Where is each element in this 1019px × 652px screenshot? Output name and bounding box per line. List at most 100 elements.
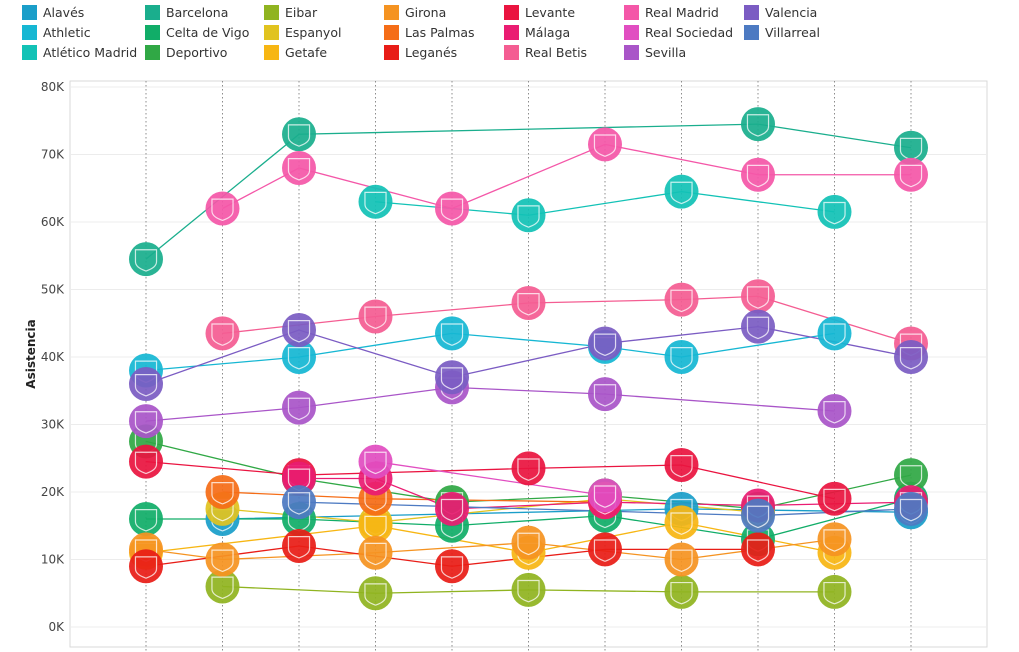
legend-item-sevilla[interactable]: Sevilla: [624, 43, 686, 61]
data-point-getafe[interactable]: [664, 505, 699, 540]
data-point-leganes[interactable]: [129, 549, 163, 584]
data-point-leganes[interactable]: [741, 532, 775, 567]
legend-item-valencia[interactable]: Valencia: [744, 3, 817, 21]
legend-label: Real Madrid: [645, 4, 719, 20]
data-point-real-madrid[interactable]: [741, 157, 775, 192]
data-point-real-sociedad[interactable]: [588, 478, 622, 513]
data-point-barcelona[interactable]: [282, 117, 316, 152]
legend-item-malaga[interactable]: Málaga: [504, 23, 570, 41]
legend-label: Deportivo: [166, 44, 228, 60]
data-point-athletic[interactable]: [664, 340, 699, 374]
y-tick-label: 0K: [48, 620, 65, 634]
data-point-valencia[interactable]: [894, 340, 928, 374]
y-tick-label: 50K: [41, 283, 65, 297]
legend-swatch: [264, 24, 279, 40]
legend-item-celta-de-vigo[interactable]: Celta de Vigo: [145, 23, 249, 41]
data-point-valencia[interactable]: [129, 367, 163, 401]
data-point-sevilla[interactable]: [282, 390, 316, 425]
legend-label: Getafe: [285, 44, 328, 60]
data-point-eibar[interactable]: [358, 576, 393, 611]
legend-item-villarreal[interactable]: Villarreal: [744, 23, 820, 41]
data-point-real-betis[interactable]: [205, 316, 240, 351]
legend-item-athletic[interactable]: Athletic: [22, 23, 91, 41]
legend-swatch: [145, 24, 160, 40]
legend-item-getafe[interactable]: Getafe: [264, 43, 327, 61]
legend-swatch: [22, 24, 37, 40]
legend-label: Atlético Madrid: [43, 44, 138, 60]
data-point-atletico-madrid[interactable]: [511, 198, 546, 233]
legend-item-leganes[interactable]: Leganés: [384, 43, 457, 61]
data-point-las-palmas[interactable]: [205, 475, 240, 509]
legend-item-levante[interactable]: Levante: [504, 3, 575, 21]
data-point-real-madrid[interactable]: [282, 151, 316, 185]
data-point-athletic[interactable]: [282, 340, 316, 374]
data-point-leganes[interactable]: [588, 532, 622, 567]
legend-swatch: [744, 24, 759, 40]
data-point-leganes[interactable]: [435, 549, 469, 584]
data-point-atletico-madrid[interactable]: [817, 194, 852, 229]
legend-label: Alavés: [43, 4, 85, 20]
data-point-eibar[interactable]: [511, 572, 546, 607]
data-point-villarreal[interactable]: [282, 485, 316, 520]
data-point-eibar[interactable]: [664, 574, 699, 609]
data-point-valencia[interactable]: [435, 360, 469, 395]
data-point-levante[interactable]: [129, 444, 163, 479]
legend-swatch: [624, 24, 639, 40]
data-point-girona[interactable]: [358, 535, 393, 570]
data-point-celta-de-vigo[interactable]: [129, 502, 163, 536]
data-point-valencia[interactable]: [588, 326, 622, 361]
data-point-barcelona[interactable]: [741, 107, 775, 142]
data-point-levante[interactable]: [817, 481, 852, 516]
data-point-atletico-madrid[interactable]: [664, 174, 699, 209]
data-point-villarreal[interactable]: [894, 491, 928, 526]
data-point-sevilla[interactable]: [817, 394, 852, 428]
legend-label: Leganés: [405, 44, 458, 60]
data-point-levante[interactable]: [511, 451, 546, 486]
legend-item-alaves[interactable]: Alavés: [22, 3, 84, 21]
legend-swatch: [22, 44, 37, 60]
data-point-real-betis[interactable]: [358, 299, 393, 334]
data-point-girona[interactable]: [511, 525, 546, 560]
data-point-malaga[interactable]: [435, 491, 469, 526]
series-line-valencia: [145, 325, 912, 385]
data-point-girona[interactable]: [664, 542, 699, 577]
data-point-real-madrid[interactable]: [435, 191, 469, 226]
data-point-villarreal[interactable]: [741, 498, 775, 533]
data-point-real-madrid[interactable]: [894, 157, 928, 192]
legend-label: Real Betis: [525, 44, 588, 60]
data-point-atletico-madrid[interactable]: [358, 184, 393, 219]
data-point-sevilla[interactable]: [588, 377, 622, 412]
legend-item-real-sociedad[interactable]: Real Sociedad: [624, 23, 733, 41]
legend-item-barcelona[interactable]: Barcelona: [145, 3, 228, 21]
legend-item-real-madrid[interactable]: Real Madrid: [624, 3, 719, 21]
data-point-eibar[interactable]: [205, 569, 240, 604]
data-point-valencia[interactable]: [282, 313, 316, 347]
legend-item-real-betis[interactable]: Real Betis: [504, 43, 587, 61]
legend-item-espanyol[interactable]: Espanyol: [264, 23, 341, 41]
data-point-girona[interactable]: [817, 522, 852, 557]
data-point-barcelona[interactable]: [129, 242, 163, 277]
data-point-real-madrid[interactable]: [588, 127, 622, 162]
legend-item-deportivo[interactable]: Deportivo: [145, 43, 227, 61]
legend-item-eibar[interactable]: Eibar: [264, 3, 317, 21]
series-line-real-betis: [222, 295, 912, 345]
data-point-real-betis[interactable]: [664, 282, 699, 317]
legend-label: Real Sociedad: [645, 24, 734, 40]
data-point-real-betis[interactable]: [511, 286, 546, 320]
data-point-sevilla[interactable]: [129, 404, 163, 439]
data-point-leganes[interactable]: [282, 529, 316, 563]
data-point-athletic[interactable]: [435, 316, 469, 351]
data-point-levante[interactable]: [664, 448, 699, 482]
legend-item-girona[interactable]: Girona: [384, 3, 446, 21]
data-point-real-betis[interactable]: [741, 279, 775, 314]
data-point-eibar[interactable]: [817, 574, 852, 609]
data-point-valencia[interactable]: [741, 309, 775, 344]
legend-item-atletico-madrid[interactable]: Atlético Madrid: [22, 43, 137, 61]
data-point-girona[interactable]: [205, 542, 240, 577]
data-point-real-madrid[interactable]: [205, 191, 240, 226]
legend-swatch: [504, 4, 519, 20]
legend-item-las-palmas[interactable]: Las Palmas: [384, 23, 475, 41]
data-point-real-sociedad[interactable]: [358, 444, 393, 479]
data-point-athletic[interactable]: [817, 316, 852, 351]
series-line-celta-de-vigo: [146, 498, 912, 540]
